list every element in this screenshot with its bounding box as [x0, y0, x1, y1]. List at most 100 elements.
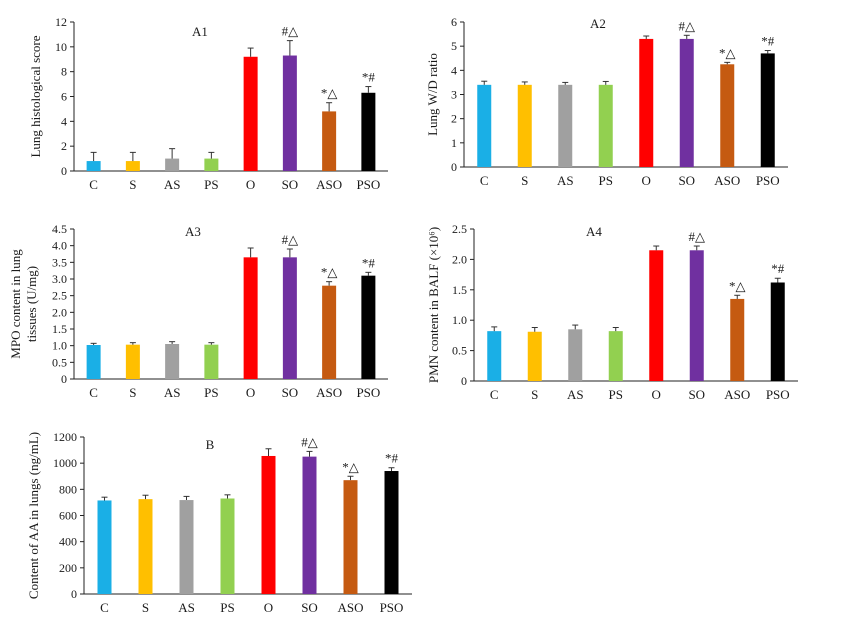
bar-o	[649, 250, 664, 381]
bar-pso	[361, 275, 376, 379]
y-tick-label: 0	[71, 587, 77, 601]
x-tick-label: S	[129, 385, 136, 400]
x-tick-label: AS	[557, 173, 574, 188]
x-tick-label: S	[142, 600, 149, 615]
x-tick-label: PSO	[756, 173, 780, 188]
x-tick-label: PS	[204, 385, 218, 400]
bar-s	[125, 344, 140, 379]
chart-title: A2	[590, 16, 606, 31]
x-tick-label: SO	[282, 177, 299, 192]
x-tick-label: PSO	[356, 385, 380, 400]
x-tick-label: PS	[609, 387, 623, 402]
x-tick-label: ASO	[714, 173, 740, 188]
y-tick-label: 1200	[53, 430, 77, 444]
y-tick-label: 2.0	[52, 305, 67, 319]
y-tick-label: 1.5	[52, 322, 67, 336]
y-tick-label: 800	[59, 482, 77, 496]
x-tick-label: C	[480, 173, 489, 188]
bar-c	[477, 84, 492, 167]
x-tick-label: O	[246, 177, 255, 192]
bar-pso	[384, 471, 399, 594]
y-tick-label: 1	[451, 136, 457, 150]
bar-as	[179, 500, 194, 594]
y-tick-label: 3	[451, 88, 457, 102]
y-tick-label: 8	[61, 65, 67, 79]
bar-aso	[730, 298, 745, 381]
significance-label: #△	[679, 18, 696, 33]
significance-label: *#	[362, 70, 376, 85]
x-tick-label: C	[89, 177, 98, 192]
x-tick-label: AS	[164, 385, 181, 400]
x-tick-label: O	[642, 173, 651, 188]
significance-label: *△	[321, 265, 338, 280]
y-tick-label: 4.0	[52, 239, 67, 253]
significance-label: *△	[719, 45, 736, 60]
bar-ps	[204, 158, 219, 171]
bar-c	[86, 161, 101, 171]
y-tick-label: 2	[451, 112, 457, 126]
x-tick-label: AS	[178, 600, 195, 615]
y-tick-label: 4.5	[52, 222, 67, 236]
bar-as	[165, 344, 180, 379]
y-tick-label: 0	[61, 372, 67, 386]
x-tick-label: ASO	[337, 600, 363, 615]
y-tick-label: 6	[61, 90, 67, 104]
significance-label: *#	[362, 255, 376, 270]
significance-label: *#	[761, 34, 775, 49]
bar-ps	[220, 498, 235, 594]
y-tick-label: 0.5	[452, 344, 467, 358]
x-tick-label: AS	[164, 177, 181, 192]
bar-so	[302, 456, 317, 594]
y-tick-label: 600	[59, 509, 77, 523]
bar-ps	[204, 344, 219, 379]
x-tick-label: PSO	[380, 600, 404, 615]
y-tick-label: 10	[55, 40, 67, 54]
x-tick-label: S	[129, 177, 136, 192]
x-tick-label: O	[652, 387, 661, 402]
bar-pso	[770, 282, 785, 381]
y-tick-label: 0.5	[52, 355, 67, 369]
bar-s	[138, 499, 153, 594]
x-tick-label: O	[246, 385, 255, 400]
bar-so	[689, 250, 704, 381]
x-tick-label: PS	[204, 177, 218, 192]
x-tick-label: PS	[599, 173, 613, 188]
chart-title: A3	[185, 224, 201, 239]
significance-label: *#	[771, 261, 785, 276]
bar-so	[282, 55, 297, 171]
y-tick-label: 4	[451, 63, 457, 77]
bar-as	[558, 84, 573, 167]
y-tick-label: 400	[59, 535, 77, 549]
x-tick-label: SO	[678, 173, 695, 188]
bar-so	[282, 257, 297, 379]
x-tick-label: S	[531, 387, 538, 402]
y-tick-label: 2.5	[452, 222, 467, 236]
y-tick-label: 3.5	[52, 255, 67, 269]
x-tick-label: S	[521, 173, 528, 188]
x-tick-label: C	[100, 600, 109, 615]
x-tick-label: C	[490, 387, 499, 402]
y-tick-label: 4	[61, 114, 67, 128]
x-tick-label: ASO	[316, 385, 342, 400]
y-axis-label-line: tissues (U/mg)	[24, 266, 39, 342]
x-tick-label: ASO	[724, 387, 750, 402]
bar-o	[243, 257, 258, 379]
chart-a4: 0 0.5 1.0 1.5 2.0 2.5 PMN content in BALF (×10…	[426, 222, 798, 402]
significance-label: *△	[342, 459, 359, 474]
y-axis-label: Content of AA in lungs (ng/mL)	[26, 432, 41, 599]
y-tick-label: 12	[55, 15, 67, 29]
y-tick-label: 0	[61, 164, 67, 178]
bar-ps	[598, 84, 613, 167]
y-tick-label: 2.5	[52, 289, 67, 303]
y-tick-label: 1.5	[452, 283, 467, 297]
y-axis-label: Lung W/D ratio	[425, 53, 440, 136]
bar-ps	[608, 331, 623, 381]
y-axis-label: PMN content in BALF (×10⁶)	[426, 227, 441, 383]
bar-aso	[343, 480, 358, 594]
significance-label: #△	[301, 434, 318, 449]
chart-a1: 0 2 4 6 8 10 12 Lung histological score A1 C S AS PS…	[28, 15, 388, 192]
y-tick-label: 3.0	[52, 272, 67, 286]
bar-aso	[322, 285, 337, 379]
bar-c	[86, 345, 101, 379]
